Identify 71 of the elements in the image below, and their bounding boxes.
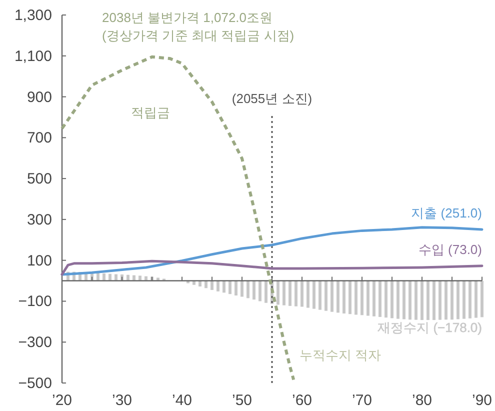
x-tick-label: ’20 — [52, 392, 72, 409]
bar — [402, 280, 406, 320]
x-tick-label: ’40 — [172, 392, 192, 409]
y-tick-label: 500 — [26, 170, 52, 188]
bar — [306, 280, 310, 308]
bar — [312, 280, 316, 309]
y-tick-label: −300 — [18, 334, 52, 352]
bar — [414, 280, 418, 320]
bar — [468, 280, 472, 318]
y-tick-label: 100 — [26, 252, 52, 270]
bar — [396, 280, 400, 319]
bar — [384, 280, 388, 318]
x-tick-label: ’50 — [232, 392, 252, 409]
bar — [234, 280, 238, 296]
bar — [336, 280, 340, 313]
bar — [114, 274, 118, 281]
bar — [450, 280, 454, 320]
bar — [462, 280, 466, 319]
bar — [252, 280, 256, 300]
y-tick-label: 300 — [26, 211, 52, 228]
bar — [222, 280, 226, 293]
bar — [240, 280, 244, 297]
y-tick-label: 1,300 — [14, 7, 52, 24]
bar — [216, 280, 220, 292]
bar — [354, 280, 358, 315]
annotation: 2038년 불변가격 1,072.0조원 (경상가격 기준 최대 적립금 시점) — [102, 10, 294, 43]
bar — [330, 280, 334, 312]
x-tick-label: ’60 — [292, 392, 312, 409]
bar — [282, 280, 286, 306]
bar — [324, 280, 328, 311]
bar — [288, 280, 292, 306]
ref-line-label: (2055년 소진) — [232, 91, 312, 106]
bar — [390, 280, 394, 318]
bar — [348, 280, 352, 314]
y-tick-label: 1,100 — [14, 48, 52, 65]
bar — [228, 280, 232, 294]
y-tick-label: 900 — [26, 88, 52, 106]
bar — [366, 280, 370, 316]
series-label: 지출 (251.0) — [411, 205, 482, 220]
series-label: 수입 (73.0) — [418, 242, 482, 257]
bar — [360, 280, 364, 316]
y-tick-label: 700 — [26, 130, 52, 147]
text: 적립금 — [131, 105, 170, 120]
bar — [420, 280, 424, 320]
bar — [258, 280, 262, 302]
bar — [276, 280, 280, 305]
bar — [480, 280, 484, 318]
bar — [342, 280, 346, 314]
bar — [444, 280, 448, 320]
x-tick-label: ’70 — [352, 392, 372, 409]
bar — [372, 280, 376, 316]
y-tick-label: −100 — [18, 293, 52, 310]
bar — [426, 280, 430, 320]
y-tick-label: −500 — [18, 375, 52, 392]
x-tick-label: ’80 — [412, 392, 432, 409]
bar — [246, 280, 250, 298]
bar — [456, 280, 460, 320]
annotation: 누적수지 적자 — [300, 348, 382, 363]
x-tick-label: ’90 — [472, 392, 492, 409]
bar — [408, 280, 412, 320]
bar — [294, 280, 298, 306]
x-tick-label: ’30 — [112, 392, 132, 409]
bar — [438, 280, 442, 320]
bar — [318, 280, 322, 310]
series-label: 재정수지 (−178.0) — [378, 320, 482, 335]
bar — [474, 280, 478, 318]
bar — [432, 280, 436, 320]
bar — [300, 280, 304, 307]
bar — [264, 280, 268, 303]
bar — [210, 280, 214, 290]
bar — [378, 280, 382, 317]
